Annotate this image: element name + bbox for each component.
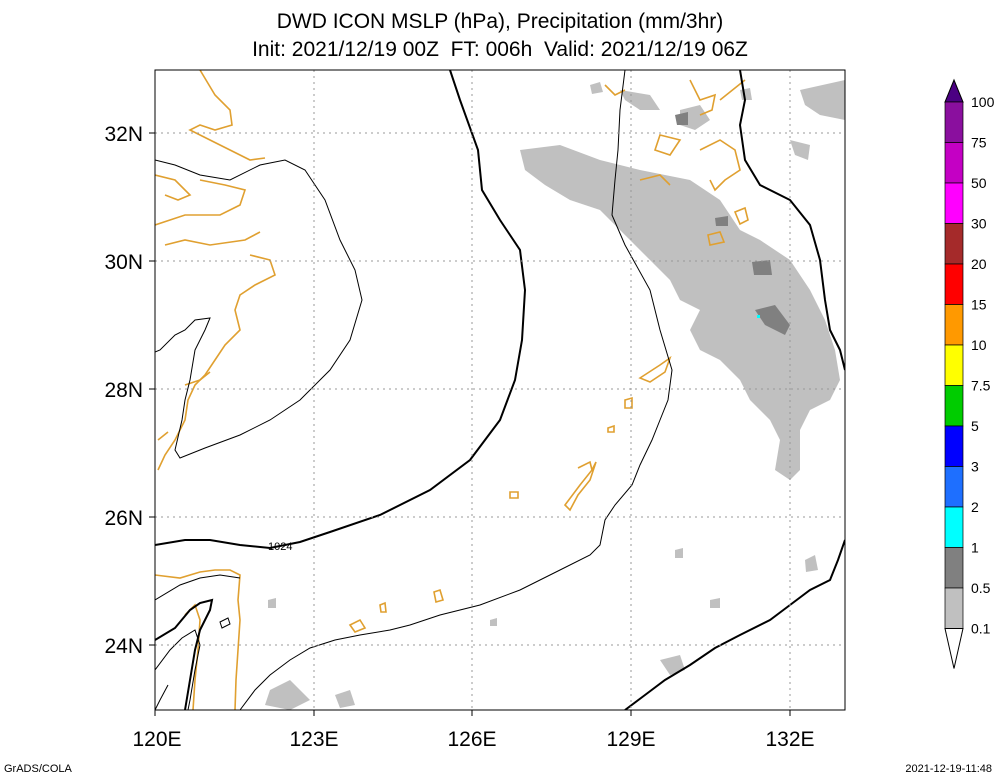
precip-shading: [265, 80, 845, 710]
colorbar-label: 20: [971, 256, 987, 272]
precip-shading-dark: [675, 112, 790, 335]
colorbar-label: 30: [971, 216, 987, 232]
colorbar-segment: [944, 385, 964, 427]
colorbar-segment: [944, 101, 964, 143]
map-frame: [154, 69, 846, 711]
isobars-thin: [155, 70, 845, 710]
y-tick-32N: 32N: [104, 123, 143, 146]
colorbar-label: 7.5: [971, 378, 991, 394]
x-tick-129E: 129E: [606, 728, 655, 751]
isobar-label: 1024: [268, 541, 292, 553]
colorbar-segment: [944, 223, 964, 265]
colorbar-label: 75: [971, 135, 987, 151]
colorbar: 100 75 50 30 20 15 10 7.5 5 3 2 1 0.5 0.1: [944, 78, 995, 669]
map-panel: 1024: [104, 69, 846, 751]
y-tick-30N: 30N: [104, 251, 143, 274]
colorbar-label: 100: [971, 94, 995, 110]
y-tick-24N: 24N: [104, 635, 143, 658]
y-tick-labels: 32N 30N 28N 26N 24N: [104, 123, 143, 658]
colorbar-label: 0.1: [971, 621, 991, 637]
colorbar-segment: [944, 587, 964, 629]
colorbar-label: 10: [971, 337, 987, 353]
footer-timestamp: 2021-12-19-11:48: [905, 763, 992, 775]
y-tick-28N: 28N: [104, 379, 143, 402]
colorbar-segment: [944, 182, 964, 224]
x-tick-123E: 123E: [289, 728, 338, 751]
colorbar-segment: [944, 506, 964, 548]
x-tick-labels: 120E 123E 126E 129E 132E: [132, 728, 814, 751]
colorbar-label: 2: [971, 499, 979, 515]
coastlines: [155, 70, 749, 710]
colorbar-bottom-arrow: [944, 628, 964, 669]
x-tick-126E: 126E: [447, 728, 496, 751]
x-tick-132E: 132E: [765, 728, 814, 751]
colorbar-top-arrow: [944, 78, 964, 103]
colorbar-segment: [944, 142, 964, 184]
colorbar-label: 50: [971, 175, 987, 191]
precip-peak: [757, 315, 760, 318]
map-subtitle: Init: 2021/12/19 00Z FT: 006h Valid: 202…: [252, 38, 748, 61]
colorbar-label: 5: [971, 418, 979, 434]
footer-credit: GrADS/COLA: [4, 763, 72, 775]
colorbar-label: 1: [971, 540, 979, 556]
colorbar-label: 0.5: [971, 580, 991, 596]
colorbar-segment: [944, 304, 964, 346]
x-tick-120E: 120E: [132, 728, 181, 751]
colorbar-segment: [944, 466, 964, 508]
colorbar-label: 3: [971, 459, 979, 475]
colorbar-label: 15: [971, 297, 987, 313]
y-tick-26N: 26N: [104, 507, 143, 530]
colorbar-segment: [944, 425, 964, 467]
axis-ticks: [149, 132, 791, 716]
colorbar-segment: [944, 263, 964, 305]
colorbar-segment: [944, 547, 964, 589]
colorbar-segment: [944, 344, 964, 386]
map-title: DWD ICON MSLP (hPa), Precipitation (mm/3…: [276, 10, 724, 33]
gridlines: [155, 70, 845, 710]
